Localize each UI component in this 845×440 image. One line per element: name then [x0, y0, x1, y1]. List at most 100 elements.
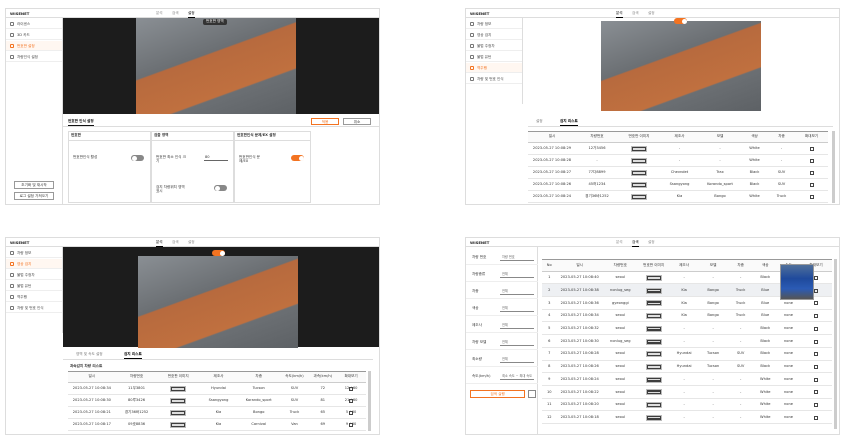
search-button[interactable]: 검색 실행 — [470, 390, 525, 398]
refresh-button[interactable] — [528, 390, 536, 398]
video-label[interactable]: 번호판 영역 — [203, 19, 227, 25]
zoom-icon[interactable] — [809, 159, 814, 163]
sidebar-item[interactable] — [6, 19, 62, 29]
sidebar-item[interactable] — [6, 270, 62, 280]
zoom-icon[interactable] — [814, 364, 819, 369]
button[interactable]: 적용 — [311, 118, 339, 125]
table-row[interactable] — [528, 143, 828, 155]
zoom-icon[interactable] — [814, 314, 819, 319]
side-button[interactable]: 로그 설정 가져오기 — [14, 192, 54, 200]
zoom-icon[interactable] — [809, 171, 814, 175]
nav-tab[interactable]: 검색 — [632, 240, 639, 247]
list-tab[interactable]: 검지 리스트 — [124, 352, 142, 360]
zoom-icon[interactable] — [814, 390, 819, 395]
nav-tab[interactable]: 검색 — [632, 11, 639, 15]
table-row[interactable] — [542, 272, 832, 285]
settings-tab[interactable]: 번호판 인식 설정 — [68, 119, 94, 127]
sidebar-item[interactable] — [6, 281, 62, 291]
table-row[interactable] — [528, 191, 828, 203]
sidebar-label[interactable]: 역주행 — [477, 65, 487, 70]
toggle[interactable] — [214, 185, 227, 191]
filter-select[interactable] — [500, 271, 534, 278]
side-button[interactable]: 초기화 및 재시작 — [14, 181, 54, 189]
toggle[interactable] — [291, 155, 304, 161]
sidebar-label[interactable]: 차량 정보 — [17, 250, 32, 255]
table-row[interactable] — [528, 179, 828, 191]
sidebar-label[interactable]: 3D 카드 — [17, 32, 30, 37]
list-tab[interactable]: 검지 리스트 — [560, 119, 578, 127]
sidebar-item[interactable] — [6, 52, 62, 62]
sidebar-item[interactable] — [466, 74, 522, 84]
zoom-icon[interactable] — [349, 423, 354, 427]
zoom-icon[interactable] — [814, 326, 819, 331]
sidebar-label[interactable]: 영상 검지 — [477, 32, 492, 37]
toggle[interactable] — [131, 155, 144, 161]
sidebar-label[interactable]: 차량 및 번호 인식 — [17, 305, 44, 310]
table-row[interactable] — [542, 284, 832, 298]
sidebar-label[interactable]: 영상 검지 — [17, 261, 32, 266]
nav-tab[interactable]: 분석 — [156, 11, 163, 15]
filter-select[interactable] — [500, 288, 534, 295]
sidebar-item[interactable] — [466, 19, 522, 29]
table-row[interactable] — [542, 386, 832, 399]
nav-tab[interactable]: 설정 — [648, 240, 655, 244]
nav-tab[interactable]: 검색 — [172, 11, 179, 15]
nav-tab[interactable]: 검색 — [172, 240, 179, 244]
zoom-icon[interactable] — [814, 403, 819, 408]
table-row[interactable] — [68, 383, 366, 395]
filter-select[interactable] — [500, 322, 534, 329]
zoom-icon[interactable] — [349, 387, 354, 391]
nav-tab[interactable]: 설정 — [648, 11, 655, 15]
zoom-icon[interactable] — [814, 276, 819, 281]
sidebar-item[interactable] — [466, 41, 522, 51]
toggle[interactable] — [212, 250, 225, 256]
zoom-icon[interactable] — [814, 415, 819, 420]
sidebar-item[interactable] — [466, 30, 522, 40]
zoom-icon[interactable] — [349, 411, 354, 415]
zoom-icon[interactable] — [809, 195, 814, 199]
sidebar-label[interactable]: 차량 및 번호 인식 — [477, 76, 504, 81]
table-row[interactable] — [542, 335, 832, 348]
sidebar-item[interactable] — [6, 248, 62, 258]
zoom-icon[interactable] — [809, 147, 814, 151]
table-row[interactable] — [542, 310, 832, 323]
zoom-icon[interactable] — [814, 288, 819, 293]
sidebar-label[interactable]: 불법 주정차 — [17, 272, 35, 277]
sidebar-label[interactable]: 불법 주정차 — [477, 43, 495, 48]
table-row[interactable] — [68, 395, 366, 407]
nav-tab[interactable]: 설정 — [188, 11, 195, 18]
sidebar-item[interactable] — [6, 303, 62, 313]
filter-select[interactable] — [500, 254, 534, 261]
sidebar-item[interactable] — [6, 259, 62, 269]
table-row[interactable] — [542, 323, 832, 336]
table-row[interactable] — [542, 411, 832, 425]
sidebar-label[interactable]: 번호판 설정 — [17, 43, 35, 48]
nav-tab[interactable]: 분석 — [616, 240, 623, 244]
sidebar-item[interactable] — [466, 52, 522, 62]
table-row[interactable] — [528, 167, 828, 179]
input[interactable] — [204, 155, 228, 161]
zoom-icon[interactable] — [809, 183, 814, 187]
sidebar-item[interactable] — [6, 30, 62, 40]
filter-select[interactable] — [500, 373, 534, 380]
sidebar-label[interactable]: 라이센스 — [17, 21, 31, 26]
nav-tab[interactable]: 설정 — [188, 240, 195, 244]
zoom-icon[interactable] — [349, 399, 354, 403]
zoom-icon[interactable] — [814, 352, 819, 357]
filter-select[interactable] — [500, 356, 534, 363]
sidebar-label[interactable]: 차량인식 설정 — [17, 54, 38, 59]
filter-select[interactable] — [500, 339, 534, 346]
sidebar-label[interactable]: 차량 정보 — [477, 21, 492, 26]
sidebar-label[interactable]: 불법 유턴 — [477, 54, 492, 59]
nav-tab[interactable]: 분석 — [616, 11, 623, 18]
sidebar-item[interactable] — [6, 292, 62, 302]
nav-tab[interactable]: 분석 — [156, 240, 163, 247]
zoom-icon[interactable] — [814, 339, 819, 344]
table-row[interactable] — [68, 419, 366, 431]
button[interactable]: 취소 — [343, 118, 371, 125]
zoom-icon[interactable] — [814, 301, 819, 306]
table-row[interactable] — [68, 407, 366, 419]
table-row[interactable] — [542, 373, 832, 386]
sidebar-item[interactable] — [466, 63, 522, 73]
table-row[interactable] — [542, 361, 832, 374]
